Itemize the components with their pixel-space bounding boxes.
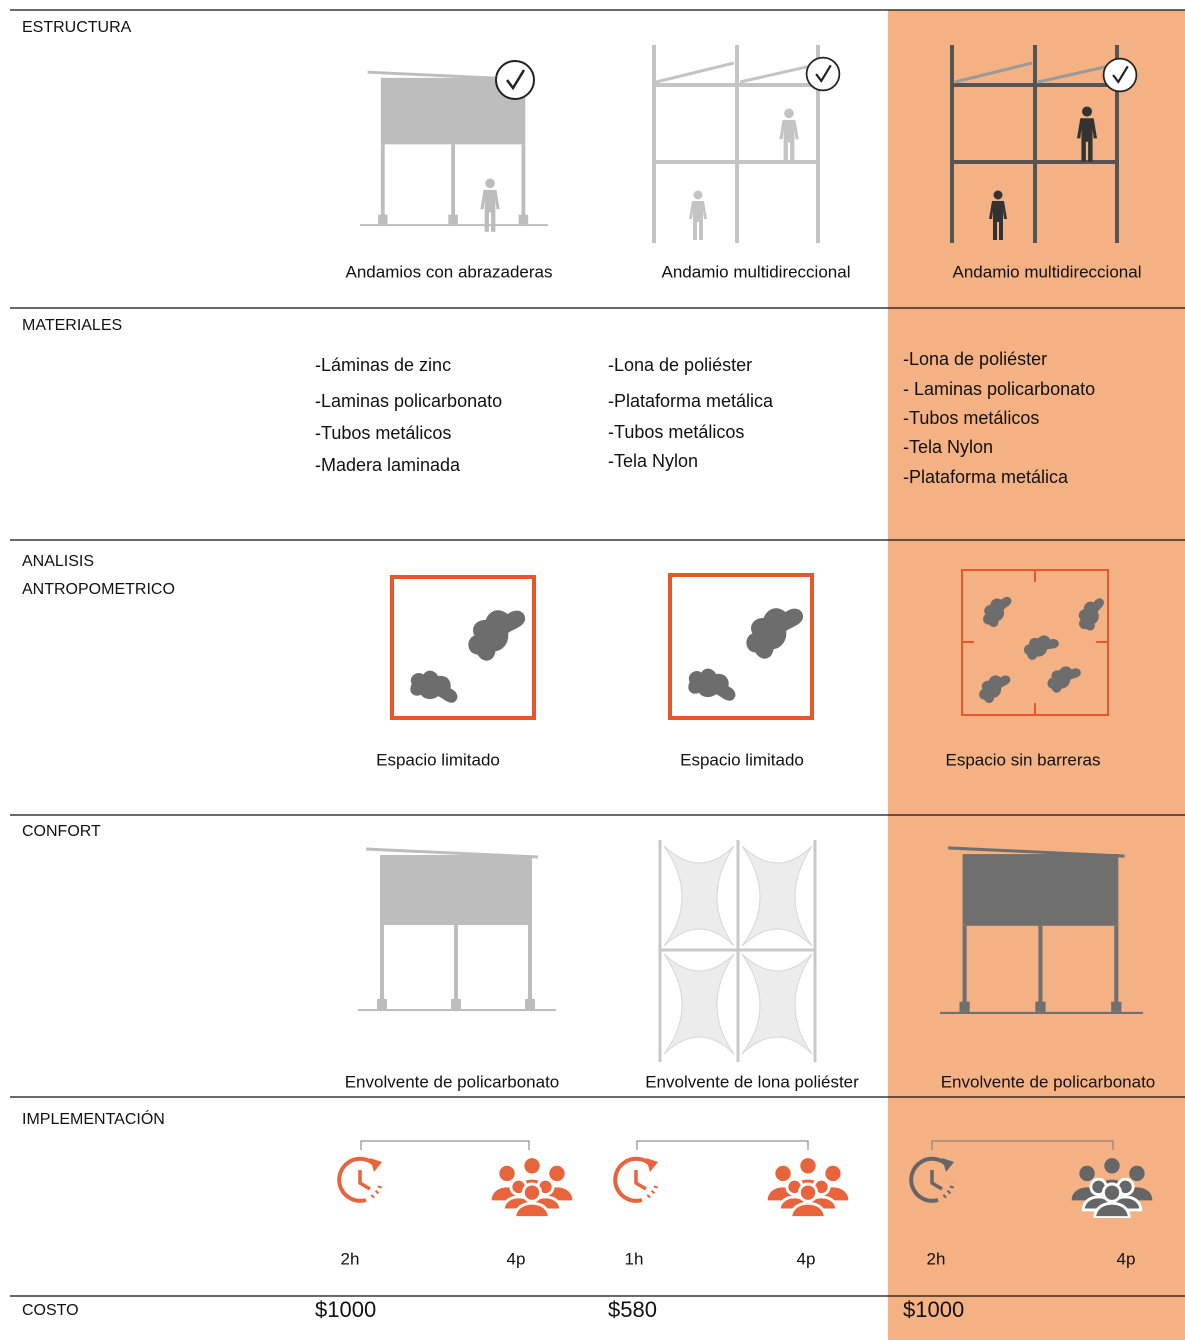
icon-part <box>663 845 735 947</box>
list-item: -Tubos metálicos <box>903 408 1039 428</box>
time-value: 1h <box>625 1249 644 1268</box>
people-value: 4p <box>797 1249 816 1268</box>
icon-part <box>668 573 814 720</box>
list-item: -Madera laminada <box>315 455 461 475</box>
row-label: CONFORT <box>22 823 101 840</box>
icon-part <box>390 575 536 720</box>
time-value: 2h <box>341 1249 360 1268</box>
icon-part <box>766 1156 850 1218</box>
list-item: -Lona de poliéster <box>903 349 1047 369</box>
timeline-bracket <box>360 1140 1114 1150</box>
space-icon <box>390 575 536 720</box>
caption: Envolvente de lona poliéster <box>645 1072 859 1091</box>
icon-part <box>962 570 1108 715</box>
list-item: -Tela Nylon <box>903 437 993 457</box>
icon-part <box>950 45 1119 243</box>
icon-part <box>663 845 813 1055</box>
cost-value: $580 <box>608 1297 657 1322</box>
caption: Envolvente de policarbonato <box>345 1072 560 1091</box>
row-label: MATERIALES <box>22 317 122 334</box>
list-item: - Laminas policarbonato <box>903 379 1095 399</box>
icon-part <box>739 592 806 667</box>
icon-part <box>961 569 1109 716</box>
list-item: -Plataforma metálica <box>608 391 774 411</box>
icon-part <box>480 178 500 232</box>
row-rules <box>10 9 1185 1297</box>
list-item: -Laminas policarbonato <box>315 391 502 411</box>
icon-part <box>779 108 799 162</box>
row-label: ANALISIS <box>22 553 94 570</box>
icon-part <box>689 190 707 240</box>
list-item: -Lona de poliéster <box>608 355 752 375</box>
icon-part <box>490 1156 574 1218</box>
icon-part <box>663 953 735 1055</box>
icon-part <box>688 668 736 701</box>
icon-part <box>655 61 816 84</box>
icon-part <box>931 1140 1114 1150</box>
caption: Espacio limitado <box>680 750 804 769</box>
icon-part <box>410 670 458 703</box>
list-item: -Tubos metálicos <box>608 422 744 442</box>
icon-part <box>805 56 841 92</box>
material-list: -Lona de poliéster -Plataforma metálica … <box>608 355 774 471</box>
structure-icon <box>652 45 841 243</box>
icon-part <box>461 594 528 669</box>
time-icon <box>337 1156 384 1203</box>
cost-value: $1000 <box>315 1297 376 1322</box>
icon-part <box>613 1156 660 1203</box>
comfort-icon <box>358 847 558 1012</box>
icon-part <box>658 840 817 1062</box>
row-label: ANTROPOMETRICO <box>22 581 175 598</box>
caption: Andamio multidireccional <box>662 262 851 281</box>
space-icon <box>961 569 1109 716</box>
icon-part <box>1070 1156 1154 1218</box>
icon-part <box>1102 57 1138 93</box>
material-list: -Láminas de zinc -Laminas policarbonato … <box>315 355 502 475</box>
structure-icon <box>360 59 550 232</box>
caption: Andamios con abrazaderas <box>346 262 553 281</box>
icon-part <box>741 953 813 1055</box>
caption: Espacio sin barreras <box>946 750 1101 769</box>
cost-value: $1000 <box>903 1297 964 1322</box>
people-icon <box>766 1156 850 1218</box>
comfort-icon <box>658 840 817 1062</box>
list-item: -Láminas de zinc <box>315 355 451 375</box>
icon-part <box>636 1140 809 1150</box>
icon-part <box>360 1140 530 1150</box>
material-list: -Lona de poliéster - Laminas policarbona… <box>903 349 1095 487</box>
caption: Andamio multidireccional <box>953 262 1142 281</box>
people-value: 4p <box>1117 1249 1136 1268</box>
caption: Espacio limitado <box>376 750 500 769</box>
list-item: -Plataforma metálica <box>903 467 1069 487</box>
caption: Envolvente de policarbonato <box>941 1072 1156 1091</box>
time-value: 2h <box>927 1249 946 1268</box>
row-label: IMPLEMENTACIÓN <box>22 1109 165 1128</box>
structure-icon <box>950 45 1138 243</box>
icon-part <box>954 61 1115 84</box>
list-item: -Tubos metálicos <box>315 423 451 443</box>
icon-part <box>358 847 558 1012</box>
people-value: 4p <box>507 1249 526 1268</box>
people-icon <box>490 1156 574 1218</box>
icon-part <box>494 59 536 101</box>
space-icon <box>668 573 814 720</box>
icon-part <box>337 1156 384 1203</box>
row-label: ESTRUCTURA <box>22 19 132 36</box>
list-item: -Tela Nylon <box>608 451 698 471</box>
row-label: COSTO <box>22 1302 79 1319</box>
time-icon <box>613 1156 660 1203</box>
icon-part <box>652 45 820 243</box>
people-icon <box>1070 1156 1154 1218</box>
icon-part <box>741 845 813 947</box>
